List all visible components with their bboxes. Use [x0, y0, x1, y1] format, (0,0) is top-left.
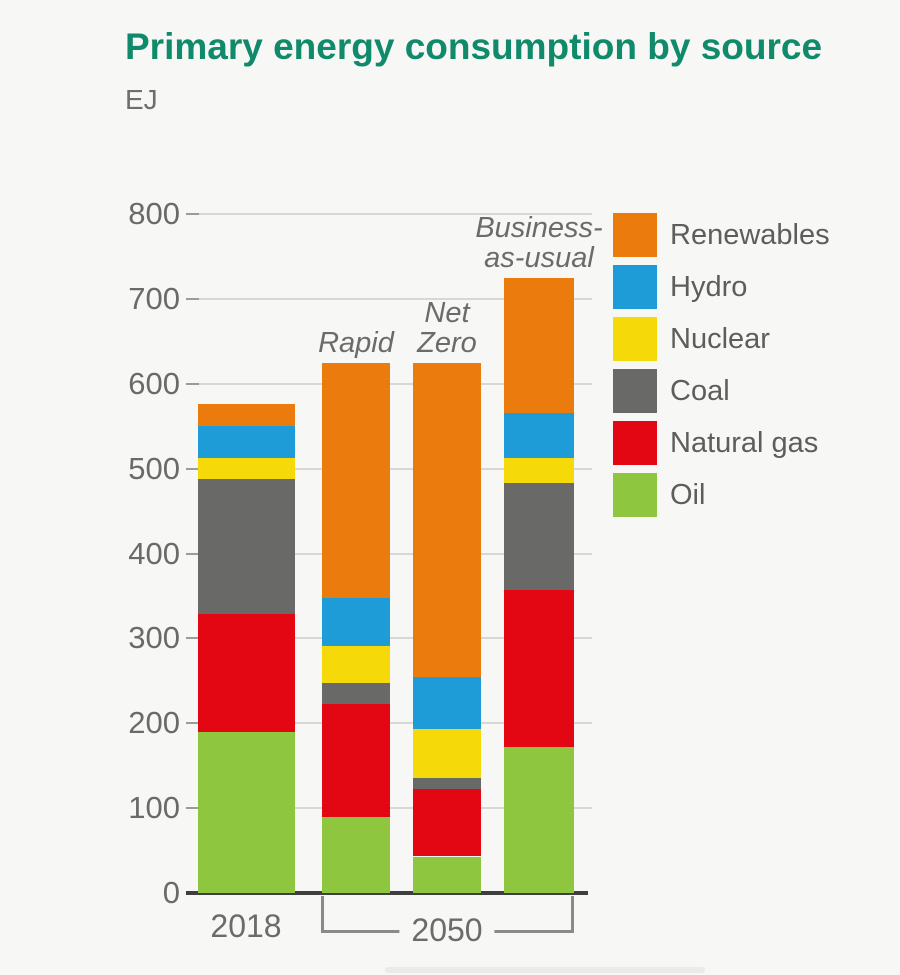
bar-rapid-segment-nuclear	[322, 646, 390, 684]
bar-rapid-segment-hydro	[322, 597, 390, 646]
legend-swatch-coal	[613, 369, 657, 413]
bracket-2050-left-tick	[321, 896, 324, 933]
legend-item-natural-gas: Natural gas	[613, 421, 893, 465]
y-axis-tick-400	[186, 552, 199, 555]
legend-label-coal: Coal	[670, 375, 730, 407]
y-tick-label-600: 600	[128, 365, 180, 401]
y-axis-tick-800	[186, 213, 199, 215]
gridline-200	[198, 722, 592, 725]
legend-label-renewables: Renewables	[670, 219, 830, 251]
gridline-100	[198, 807, 592, 810]
bar-business-as-usual-segment-natural-gas	[504, 589, 574, 747]
legend-label-natural-gas: Natural gas	[670, 427, 819, 459]
y-axis-tick-500	[186, 467, 199, 470]
x-label-2050: 2050	[399, 912, 495, 949]
y-axis-tick-200	[186, 722, 199, 725]
y-tick-label-500: 500	[128, 450, 180, 486]
y-axis-tick-600	[186, 382, 199, 385]
bar-rapid-segment-coal	[322, 683, 390, 704]
legend-swatch-natural-gas	[613, 421, 657, 465]
y-axis-tick-700	[186, 297, 199, 300]
gridline-800	[198, 213, 592, 215]
bar-business-as-usual-segment-oil	[504, 747, 574, 893]
y-axis-tick-100	[186, 807, 199, 810]
legend-item-oil: Oil	[613, 473, 893, 517]
legend-label-nuclear: Nuclear	[670, 323, 770, 355]
bar-2018-segment-natural-gas	[198, 613, 295, 732]
legend-label-hydro: Hydro	[670, 271, 748, 303]
y-axis-tick-300	[186, 637, 199, 640]
gridline-500	[198, 467, 592, 470]
y-tick-label-700: 700	[128, 280, 180, 316]
bar-net-zero-segment-renewables	[413, 362, 481, 677]
legend-item-nuclear: Nuclear	[613, 317, 893, 361]
bar-business-as-usual-segment-hydro	[504, 413, 574, 459]
legend-item-hydro: Hydro	[613, 265, 893, 309]
legend-item-renewables: Renewables	[613, 213, 893, 257]
bracket-2050-right-tick	[571, 896, 574, 933]
bar-net-zero-segment-nuclear	[413, 729, 481, 779]
bar-label-business-as-usual: Business- as-usual	[475, 211, 603, 274]
bar-net-zero-segment-hydro	[413, 676, 481, 730]
footer-artifact-line	[385, 967, 705, 973]
bar-net-zero-segment-coal	[413, 778, 481, 789]
bar-business-as-usual-segment-renewables	[504, 277, 574, 414]
bar-label-net-zero: Net Zero	[417, 296, 477, 359]
bar-2018-segment-coal	[198, 478, 295, 614]
gridline-600	[198, 382, 592, 385]
bar-rapid-segment-oil	[322, 816, 390, 893]
bar-2018-segment-hydro	[198, 426, 295, 458]
bar-net-zero-segment-oil	[413, 856, 481, 893]
y-tick-label-100: 100	[128, 790, 180, 826]
y-tick-label-400: 400	[128, 535, 180, 571]
legend-swatch-nuclear	[613, 317, 657, 361]
gridline-700	[198, 297, 592, 300]
legend-swatch-renewables	[613, 213, 657, 257]
y-tick-label-300: 300	[128, 620, 180, 656]
legend-swatch-hydro	[613, 265, 657, 309]
gridline-400	[198, 552, 592, 555]
x-label-2018: 2018	[210, 908, 282, 944]
bar-2018-segment-renewables	[198, 404, 295, 427]
unit-label: EJ	[125, 84, 158, 115]
bar-rapid-segment-renewables	[322, 362, 390, 598]
bar-business-as-usual-segment-coal	[504, 483, 574, 590]
legend-item-coal: Coal	[613, 369, 893, 413]
y-tick-label-0: 0	[162, 875, 180, 910]
bar-rapid-segment-natural-gas	[322, 703, 390, 817]
y-tick-label-200: 200	[128, 705, 180, 741]
bar-net-zero-segment-natural-gas	[413, 788, 481, 857]
x-axis-baseline	[186, 891, 588, 895]
bar-2018-segment-oil	[198, 731, 295, 893]
bar-label-rapid: Rapid	[318, 326, 394, 359]
legend-swatch-oil	[613, 473, 657, 517]
chart-title: Primary energy consumption by source	[125, 26, 823, 67]
y-tick-label-800: 800	[128, 196, 180, 231]
gridline-300	[198, 637, 592, 640]
bar-business-as-usual-segment-nuclear	[504, 458, 574, 484]
bar-2018-segment-nuclear	[198, 457, 295, 479]
legend-label-oil: Oil	[670, 479, 706, 511]
